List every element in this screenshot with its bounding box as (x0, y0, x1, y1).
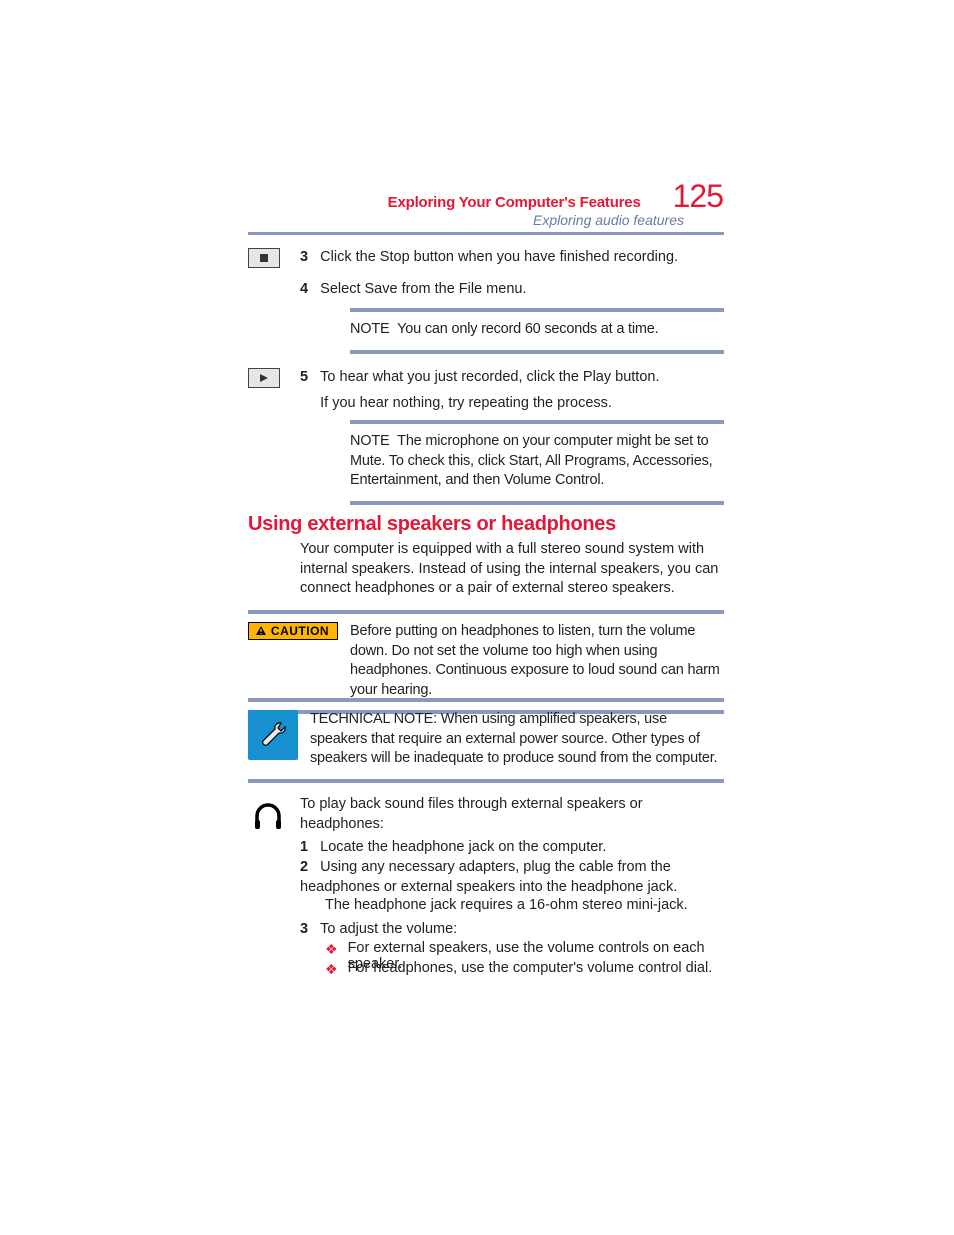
step-3: 3 Click the Stop button when you have fi… (300, 248, 724, 268)
step-5: 5 To hear what you just recorded, click … (300, 368, 724, 388)
callout-rule (248, 779, 724, 783)
technote-text: TECHNICAL NOTE: When using amplified spe… (310, 710, 724, 769)
step-text: To hear what you just recorded, click th… (320, 369, 659, 385)
step-number: 3 (300, 921, 308, 937)
step-number: 2 (300, 859, 308, 875)
section-body-speakers: Your computer is equipped with a full st… (300, 540, 724, 599)
play-button-icon (248, 368, 280, 388)
step-text: Locate the headphone jack on the compute… (320, 839, 606, 855)
connect-step-3: 3 To adjust the volume: (300, 920, 724, 940)
caution-text: Before putting on headphones to listen, … (350, 622, 724, 700)
headphone-icon (248, 795, 288, 835)
connect-intro: To play back sound files through externa… (300, 795, 724, 834)
technote-callout: TECHNICAL NOTE: When using amplified spe… (248, 698, 724, 783)
page-number: 125 (673, 178, 723, 215)
section-subtitle: Exploring audio features (533, 212, 684, 228)
note-mic-mute: NOTE The microphone on your computer mig… (350, 420, 724, 505)
step-text: Select Save from the File menu. (320, 281, 526, 297)
note-text: The microphone on your computer might be… (350, 433, 712, 488)
step-number: 5 (300, 369, 308, 385)
chapter-title: Exploring Your Computer's Features (388, 194, 641, 211)
bullet-headphones: ❖ For headphones, use the computer's vol… (325, 960, 723, 976)
note-label: NOTE (350, 321, 389, 337)
note-label: NOTE (350, 433, 389, 449)
step-text: Click the Stop button when you have fini… (320, 249, 678, 265)
note-text: You can only record 60 seconds at a time… (397, 321, 658, 337)
bullet-text: For headphones, use the computer's volum… (348, 960, 713, 976)
section-heading-speakers: Using external speakers or headphones (248, 513, 616, 536)
caution-badge: CAUTION (248, 622, 338, 640)
bullet-icon: ❖ (325, 962, 338, 976)
note-record-limit: NOTE You can only record 60 seconds at a… (350, 308, 724, 354)
connect-step-2: 2 Using any necessary adapters, plug the… (300, 858, 724, 897)
manual-page: Exploring Your Computer's Features 125 E… (0, 0, 954, 1235)
header-rule (248, 232, 724, 235)
step-number: 4 (300, 281, 308, 297)
connect-step-1: 1 Locate the headphone jack on the compu… (300, 838, 724, 858)
step-4: 4 Select Save from the File menu. (300, 280, 724, 300)
step-text: To adjust the volume: (320, 921, 457, 937)
page-header: Exploring Your Computer's Features 125 (248, 178, 723, 215)
note-rule (350, 350, 724, 354)
step-number: 3 (300, 249, 308, 265)
step-number: 1 (300, 839, 308, 855)
step-5-cont: If you hear nothing, try repeating the p… (300, 394, 724, 414)
step-text: Using any necessary adapters, plug the c… (300, 859, 677, 895)
wrench-icon (248, 710, 298, 760)
stop-button-icon (248, 248, 280, 268)
caution-label: CAUTION (271, 624, 329, 638)
connect-step-2-detail: The headphone jack requires a 16-ohm ste… (325, 896, 723, 916)
note-rule (350, 501, 724, 505)
